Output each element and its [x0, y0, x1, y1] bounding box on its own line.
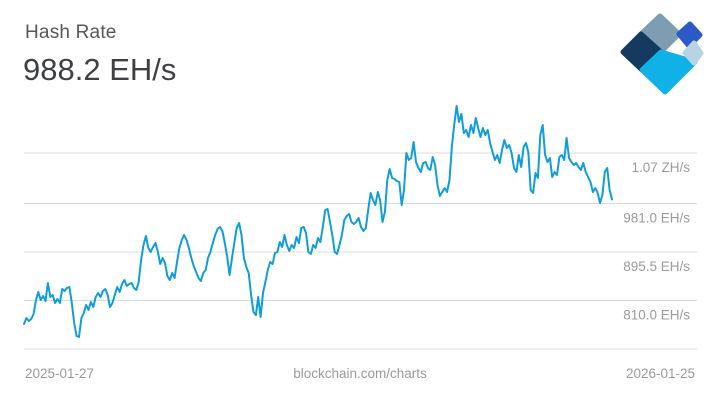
- x-axis-end-date: 2026-01-25: [625, 366, 695, 381]
- current-hashrate-value: 988.2 EH/s: [23, 52, 177, 87]
- logo-tile-royal: [676, 21, 703, 49]
- hashrate-line-series: [23, 105, 613, 338]
- y-axis-label: 981.0 EH/s: [623, 211, 690, 226]
- y-axis-label: 1.07 ZH/s: [631, 160, 690, 175]
- page-title: Hash Rate: [25, 22, 117, 43]
- x-axis-start-date: 2025-01-27: [25, 366, 95, 381]
- logo-tile-pale: [682, 40, 704, 66]
- x-axis-footer: 2025-01-27 blockchain.com/charts 2026-01…: [0, 366, 720, 384]
- blockchain-logo-icon[interactable]: [612, 5, 712, 100]
- y-axis-label: 895.5 EH/s: [623, 259, 690, 274]
- watermark-blockchain-charts: blockchain.com/charts: [293, 366, 427, 381]
- logo-tile-cyan: [639, 49, 698, 95]
- y-axis-label: 810.0 EH/s: [623, 308, 690, 323]
